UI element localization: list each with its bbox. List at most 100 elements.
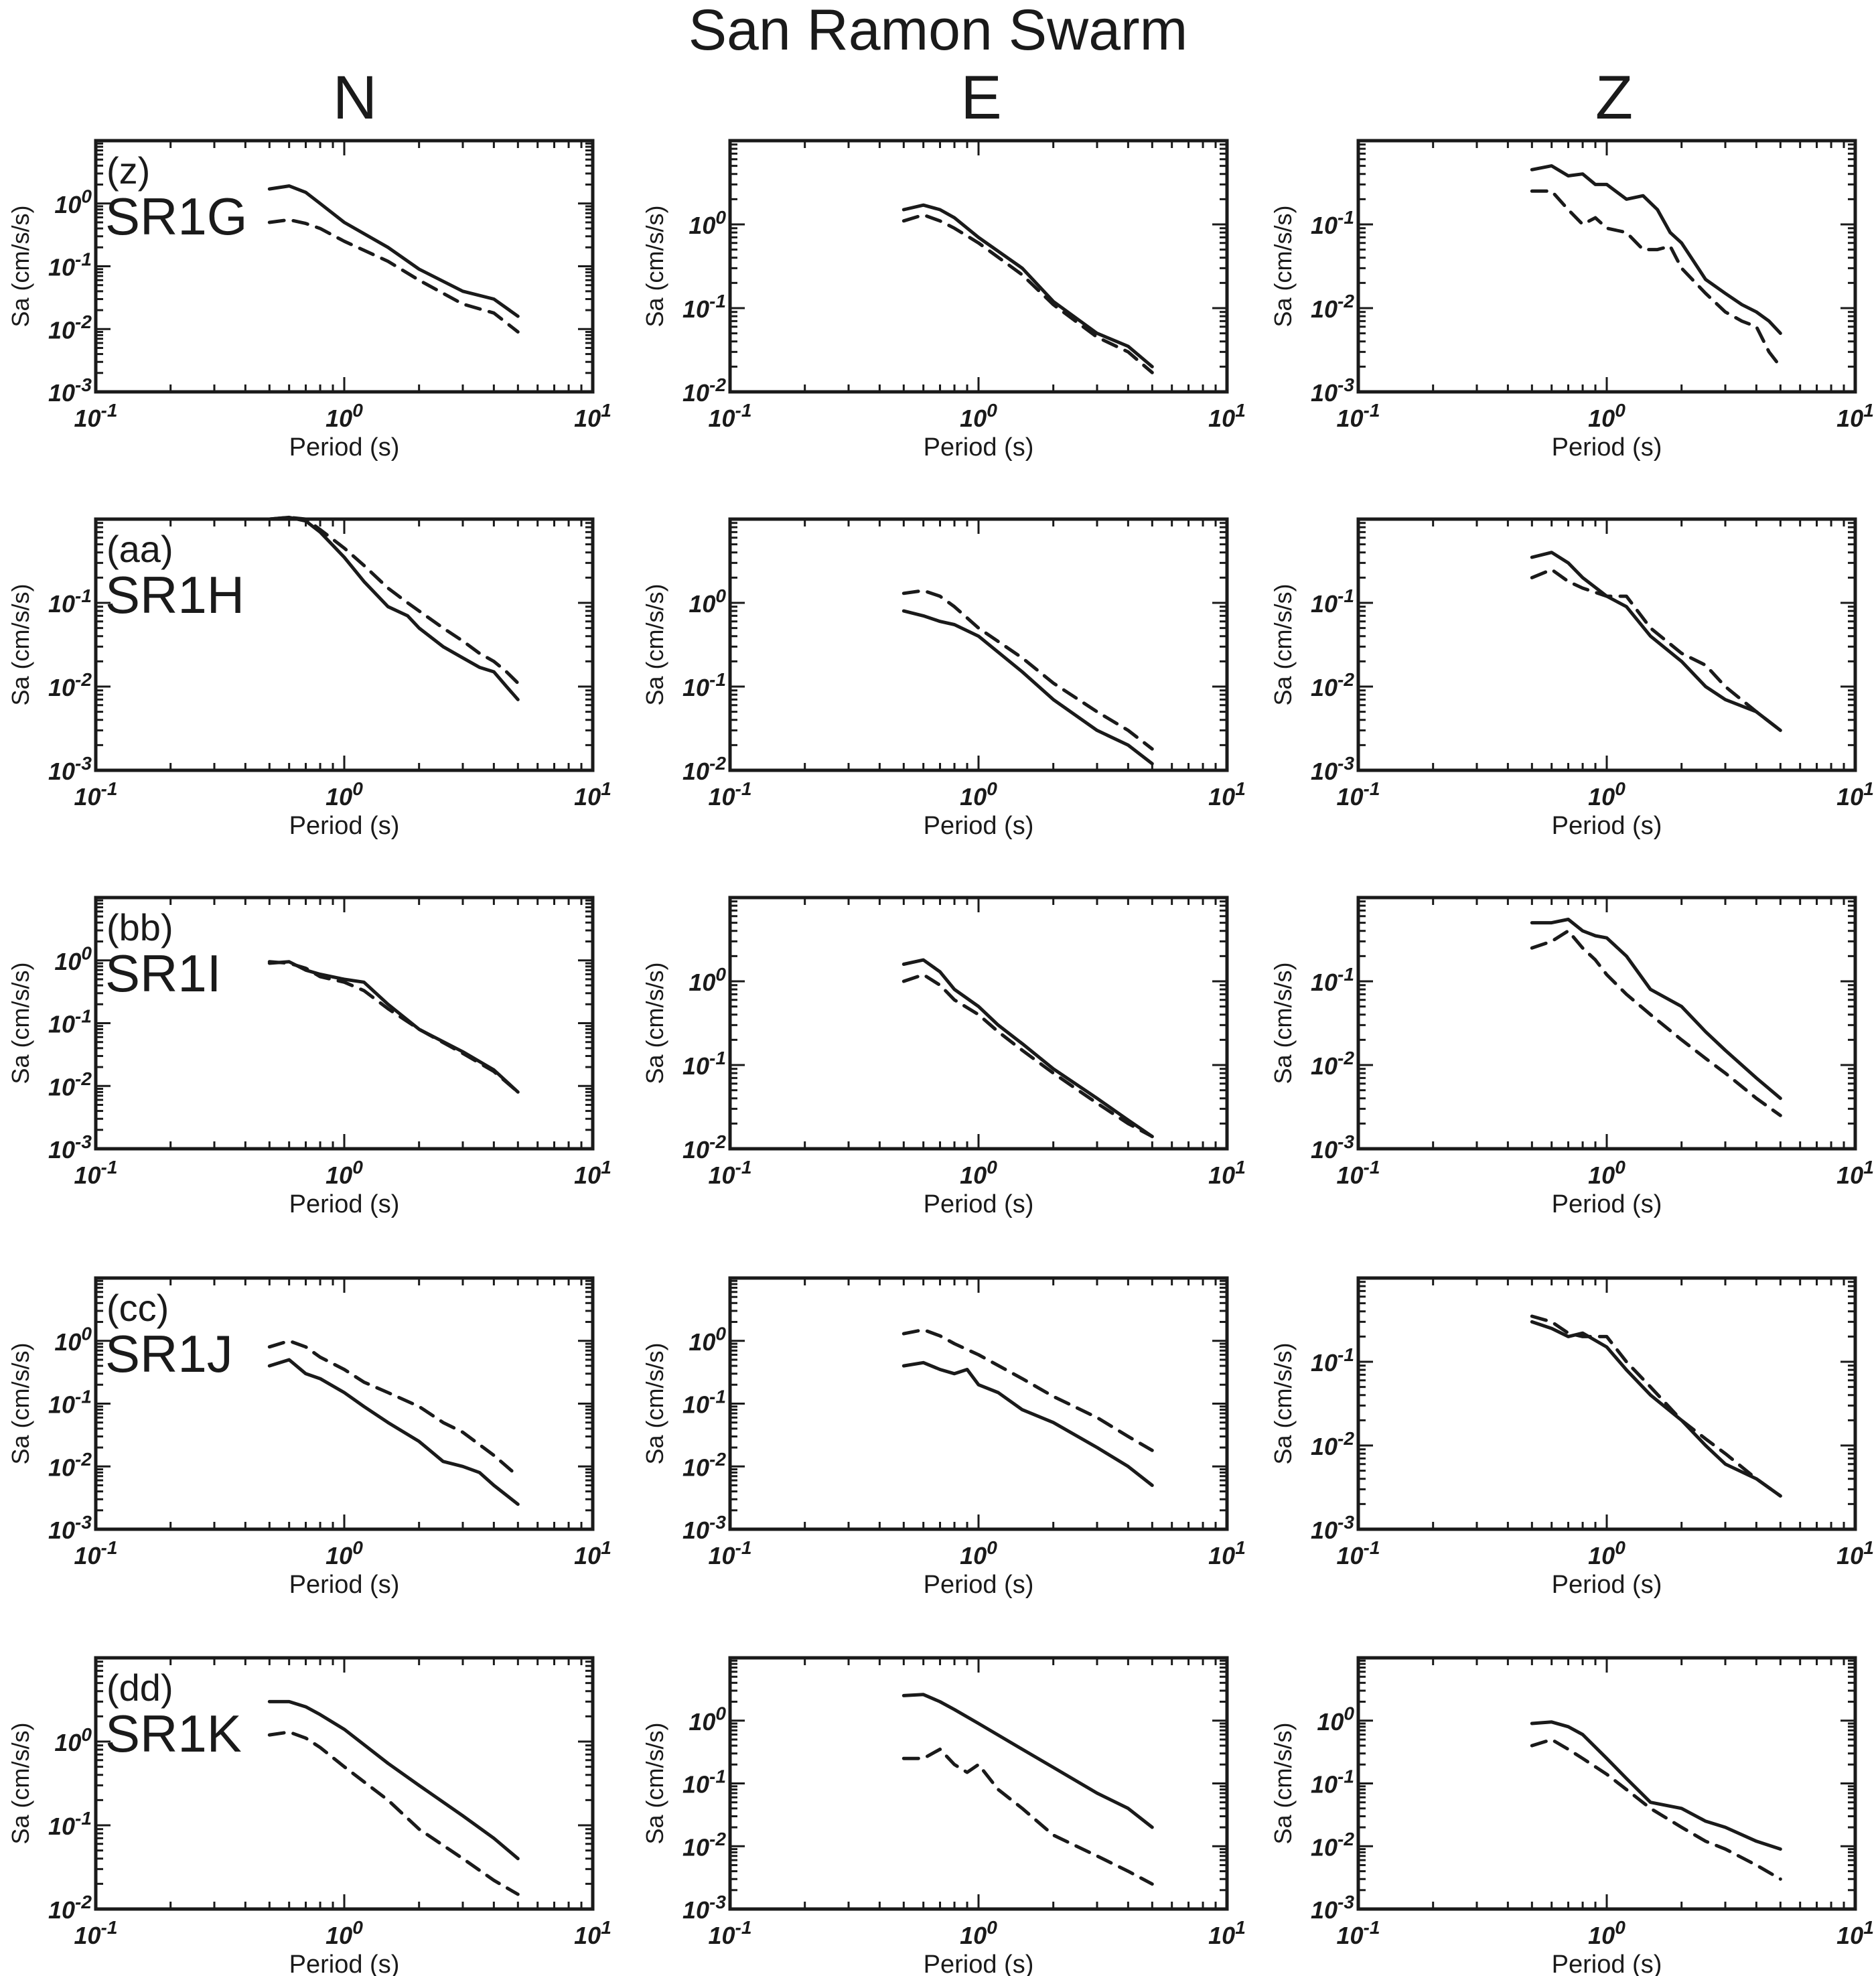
x-tick-label: 100 (960, 1157, 997, 1189)
y-tick-label: 100 (54, 1724, 92, 1756)
plot-frame (1356, 896, 1857, 1151)
series-line-dashed (1530, 1738, 1782, 1881)
y-tick-label: 10-2 (48, 1892, 92, 1924)
y-axis-label: Sa (cm/s/s) (7, 1342, 34, 1464)
y-tick-label: 10-1 (48, 1386, 92, 1418)
x-tick-label: 10-1 (74, 1157, 117, 1189)
x-axis-label: Period (s) (924, 1190, 1034, 1218)
y-tick-label: 10-1 (682, 1766, 726, 1798)
x-tick-label: 10-1 (708, 1157, 751, 1189)
y-tick-label: 100 (689, 585, 726, 618)
y-tick-label: 10-2 (48, 1068, 92, 1101)
column-heading-n: N (332, 64, 378, 132)
y-tick-label: 10-3 (1311, 1892, 1354, 1924)
y-tick-label: 10-2 (1311, 1829, 1354, 1861)
y-tick-label: 10-1 (682, 1386, 726, 1418)
x-tick-label: 10-1 (1336, 1917, 1380, 1949)
x-tick-label: 10-1 (708, 1537, 751, 1569)
x-tick-label: 10-1 (1336, 1537, 1380, 1569)
y-tick-label: 10-2 (48, 669, 92, 701)
x-tick-label: 100 (960, 1537, 997, 1569)
series-line-dashed (267, 1730, 520, 1896)
x-axis-label: Period (s) (1552, 812, 1662, 840)
x-tick-label: 101 (1836, 400, 1874, 432)
y-tick-label: 10-1 (1311, 1344, 1354, 1377)
chart-panel-5: 10-1 100 101 10-3 10-2 10-1 Period (s) Sa (cm/s… (1269, 517, 1874, 840)
station-label: SR1G (105, 187, 247, 246)
x-tick-label: 10-1 (708, 778, 751, 810)
series-line-dashed (901, 1748, 1154, 1886)
y-tick-label: 10-2 (682, 1829, 726, 1861)
y-tick-label: 100 (689, 1324, 726, 1356)
y-axis-label: Sa (cm/s/s) (641, 962, 668, 1084)
y-tick-label: 10-1 (682, 291, 726, 323)
series-line-solid (1530, 164, 1782, 336)
y-tick-label: 10-2 (682, 374, 726, 407)
panel-label: (dd) (106, 1667, 173, 1709)
series-line-solid (901, 1693, 1154, 1829)
plot-frame (1356, 1276, 1857, 1531)
y-tick-label: 10-3 (48, 1131, 92, 1163)
series-line-dashed (1530, 189, 1782, 368)
series-line-solid (267, 960, 520, 1094)
x-axis-label: Period (s) (1552, 1190, 1662, 1218)
y-tick-label: 10-3 (48, 374, 92, 407)
series-line-solid (901, 1360, 1154, 1487)
x-tick-label: 10-1 (74, 1917, 117, 1949)
x-axis-label: Period (s) (924, 1951, 1034, 1976)
series-line-dashed (267, 960, 520, 1094)
x-tick-label: 100 (326, 1917, 363, 1949)
x-tick-label: 101 (574, 400, 611, 432)
y-axis-label: Sa (cm/s/s) (1269, 205, 1297, 327)
y-tick-label: 10-2 (1311, 1428, 1354, 1460)
x-tick-label: 10-1 (74, 1537, 117, 1569)
x-tick-label: 100 (960, 1917, 997, 1949)
plot-frame (94, 1276, 595, 1531)
x-axis-label: Period (s) (289, 1951, 400, 1976)
y-tick-label: 10-3 (48, 753, 92, 785)
series-line-solid (267, 515, 520, 701)
column-heading-z: Z (1595, 64, 1634, 132)
series-line-dashed (901, 973, 1154, 1139)
chart-panel-3: 10-1 100 101 10-3 10-2 10-1 Period (s) Sa (cm/s… (7, 515, 611, 840)
x-tick-label: 101 (1836, 778, 1874, 810)
station-label: SR1K (105, 1704, 242, 1763)
x-tick-label: 10-1 (1336, 400, 1380, 432)
series-line-dashed (267, 218, 520, 334)
y-tick-label: 10-3 (682, 1892, 726, 1924)
y-tick-label: 10-2 (682, 753, 726, 785)
series-line-dashed (267, 515, 520, 685)
x-tick-label: 100 (1588, 778, 1626, 810)
y-axis-label: Sa (cm/s/s) (1269, 1722, 1297, 1844)
y-axis-label: Sa (cm/s/s) (1269, 962, 1297, 1084)
y-axis-label: Sa (cm/s/s) (641, 583, 668, 705)
x-tick-label: 101 (1208, 1917, 1246, 1949)
x-axis-label: Period (s) (924, 433, 1034, 462)
y-tick-label: 10-1 (1311, 207, 1354, 239)
station-label: SR1H (105, 565, 244, 624)
x-tick-label: 101 (574, 1917, 611, 1949)
x-tick-label: 10-1 (74, 778, 117, 810)
y-axis-label: Sa (cm/s/s) (7, 583, 34, 705)
y-tick-label: 10-1 (1311, 964, 1354, 996)
x-axis-label: Period (s) (1552, 433, 1662, 462)
y-tick-label: 100 (54, 186, 92, 218)
x-axis-label: Period (s) (289, 433, 400, 462)
x-tick-label: 101 (1208, 400, 1246, 432)
station-label: SR1J (105, 1324, 233, 1383)
x-tick-label: 100 (326, 778, 363, 810)
y-tick-label: 10-3 (48, 1512, 92, 1544)
x-axis-label: Period (s) (289, 1190, 400, 1218)
x-axis-label: Period (s) (924, 1571, 1034, 1599)
y-tick-label: 10-3 (1311, 753, 1354, 785)
chart-panel-11: 10-1 100 101 10-3 10-2 10-1 Period (s) Sa (cm/s… (1269, 1276, 1874, 1599)
series-line-solid (901, 609, 1154, 766)
series-line-dashed (901, 1328, 1154, 1452)
series-line-solid (1530, 1720, 1782, 1851)
